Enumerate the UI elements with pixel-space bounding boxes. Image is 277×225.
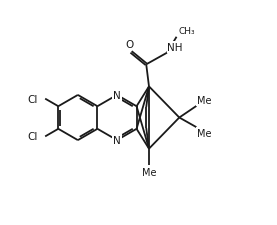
Text: Me: Me [197,96,211,106]
Text: NH: NH [168,43,183,53]
Text: Cl: Cl [27,94,37,104]
Text: Me: Me [197,128,211,138]
Text: Cl: Cl [27,132,37,142]
Text: CH₃: CH₃ [179,27,195,36]
Text: Me: Me [142,168,156,178]
Text: N: N [113,90,121,101]
Text: N: N [113,135,121,146]
Text: O: O [125,40,134,50]
